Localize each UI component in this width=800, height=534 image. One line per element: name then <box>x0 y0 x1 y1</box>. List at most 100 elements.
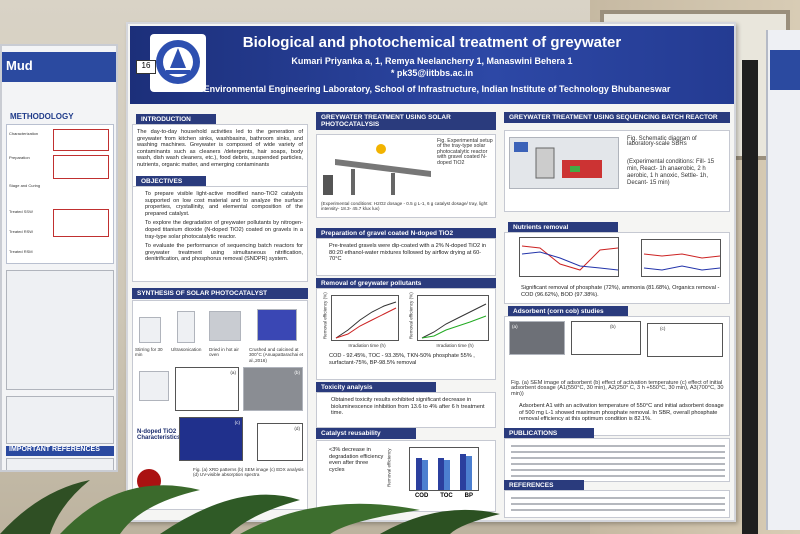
intro-box: The day-to-day household activities led … <box>132 124 308 194</box>
nutrient-line-2 <box>521 251 619 271</box>
reuse-heading: Catalyst reusability <box>316 428 416 439</box>
nutrients-text: Significant removal of phosphate (72%), … <box>521 285 720 298</box>
reactor-leg-2 <box>391 173 395 195</box>
nutrients-heading: Nutrients removal <box>508 222 618 233</box>
adsorbent-heading: Adsorbent (corn cob) studies <box>508 306 628 317</box>
main-poster: 16 Biological and photochemical treatmen… <box>126 22 736 522</box>
catalyst-photo <box>139 371 169 401</box>
reuse-cat-bp: BP <box>464 493 474 499</box>
reactor-setup-diagram <box>323 144 431 195</box>
publications-box <box>504 438 730 482</box>
nutrient-line-1 <box>521 245 619 271</box>
sbr-tank-2 <box>535 147 555 179</box>
reuse-chart-categories: COD TOC BP <box>409 493 479 499</box>
left-poster: Mud METHODOLOGY Characterization Prepara… <box>0 44 118 472</box>
intro-heading: INTRODUCTION <box>136 114 216 125</box>
ultrasonicator-image <box>177 311 195 343</box>
sbr-indicator <box>570 166 580 172</box>
synthesis-caption: Fig. (a) XRD patterns (b) SEM image (c) … <box>193 467 304 478</box>
left-box-red-2 <box>53 155 109 179</box>
plot-2-xlabel: Irradiation time (h) <box>436 343 474 348</box>
adsorbent-sem-label: (a) <box>512 324 518 329</box>
plot-1-xlabel: Irradiation time (h) <box>348 343 386 348</box>
left-references-heading: IMPORTANT REFERENCES <box>6 446 114 456</box>
right-poster-bar <box>770 50 800 90</box>
board-number: 16 <box>136 60 156 74</box>
left-figure-block <box>6 270 114 390</box>
plant-leaf-5 <box>380 509 500 534</box>
reactor-tank <box>323 175 333 195</box>
objective-item-2: To evaluate the performance of sequencin… <box>145 243 303 263</box>
publications-heading: PUBLICATIONS <box>504 428 594 439</box>
stirrer-image <box>139 317 161 343</box>
left-box-red-3 <box>53 209 109 237</box>
plant-leaf-4 <box>240 503 420 534</box>
uv-label: (d) <box>294 426 300 431</box>
removal-line-2 <box>335 307 397 339</box>
removal-box: Irradiation time (h) Irradiation time (h… <box>316 288 496 380</box>
xrd-label: (a) <box>230 370 236 375</box>
synthesis-heading: SYNTHESIS OF SOLAR PHOTOCATALYST <box>132 288 308 299</box>
synthesis-step-0: Stirring for 30 min <box>135 347 163 358</box>
intro-text: The day-to-day household activities led … <box>137 129 303 168</box>
nutrients-plot-1-svg <box>521 245 619 271</box>
poster-affiliation: 1. Environmental Engineering Laboratory,… <box>193 84 671 94</box>
left-box-red-1 <box>53 129 109 151</box>
left-methodology-box: Characterization Preparation Stage and C… <box>6 124 114 264</box>
objective-item-1: To explore the degradation of greywater … <box>145 220 303 240</box>
reactor-tray <box>335 159 431 177</box>
poster-email: * pk35@iitbbs.ac.in <box>390 68 474 78</box>
n-doped-label: N-doped TiO2 Characteristics <box>137 429 181 441</box>
reuse-bar-cod-2 <box>422 460 428 490</box>
sbr-schematic-svg <box>514 142 602 179</box>
left-references-box <box>6 458 114 470</box>
left-poster-title: Mud <box>2 52 116 82</box>
synthesis-step-3: Crushed and calcined at 300°C (Anuapatta… <box>249 347 304 363</box>
reuse-bar-bp-2 <box>466 456 472 490</box>
removal-line-3 <box>421 303 487 339</box>
reuse-bar-toc-2 <box>444 460 450 490</box>
left-step-0: Characterization <box>9 131 39 136</box>
foreground-plants <box>0 480 500 534</box>
objectives-heading: OBJECTIVES <box>136 176 206 187</box>
removal-plot-1-svg <box>335 301 397 339</box>
reuse-text: <3% decrease in degradation efficiency e… <box>329 447 384 473</box>
activation-temp-plot: (b) <box>571 321 641 355</box>
left-figure-block-2 <box>6 396 114 444</box>
reuse-bar-toc-1 <box>438 458 444 490</box>
removal-plot-1 <box>331 295 399 341</box>
sun-icon <box>376 144 386 154</box>
xrd-plot: (a) <box>175 367 239 411</box>
sbr-box: Fig. Schematic diagram of laboratory-sca… <box>504 130 730 212</box>
nutrient-line-4 <box>643 265 721 271</box>
toxicity-text: Obtained toxicity results exhibited sign… <box>331 397 485 417</box>
iit-logo-icon <box>156 40 200 84</box>
sem-label: (b) <box>294 370 300 375</box>
sbr-tank-1 <box>514 142 528 152</box>
references-heading: REFERENCES <box>504 480 584 491</box>
reuse-cat-toc: TOC <box>440 493 453 499</box>
dosage-plot: (c) <box>647 323 723 357</box>
poster-header: 16 Biological and photochemical treatmen… <box>130 26 734 104</box>
reactor-leg-1 <box>351 169 355 195</box>
activation-plot-label: (b) <box>610 324 616 329</box>
sbr-controller <box>562 160 602 178</box>
references-text-lines <box>511 497 725 499</box>
sbr-fig-caption: Fig. Schematic diagram of laboratory-sca… <box>627 136 697 148</box>
poster-authors: Kumari Priyanka a, 1, Remya Neelancherry… <box>291 56 573 66</box>
prep-text: Pre-treated gravels were dip-coated with… <box>329 243 487 263</box>
iit-logo <box>150 34 206 92</box>
reuse-cat-cod: COD <box>414 493 429 499</box>
left-methodology-heading: METHODOLOGY <box>10 112 74 121</box>
synthesis-box: Stirring for 30 min Ultrasonication Drie… <box>132 300 308 510</box>
left-step-5: Treated RSM <box>9 249 33 254</box>
removal-line-4 <box>421 315 487 339</box>
left-step-1: Preparation <box>9 155 30 160</box>
adsorbent-sem-image: (a) <box>509 321 565 355</box>
reactor-fig-caption: Fig. Experimental setup of the tray-type… <box>437 138 493 166</box>
reuse-bar-cod-1 <box>416 458 422 490</box>
plant-leaf-2 <box>60 485 200 534</box>
publications-text-lines <box>511 445 725 447</box>
toxicity-heading: Toxicity analysis <box>316 382 436 393</box>
nutrients-plot-1 <box>519 237 619 277</box>
